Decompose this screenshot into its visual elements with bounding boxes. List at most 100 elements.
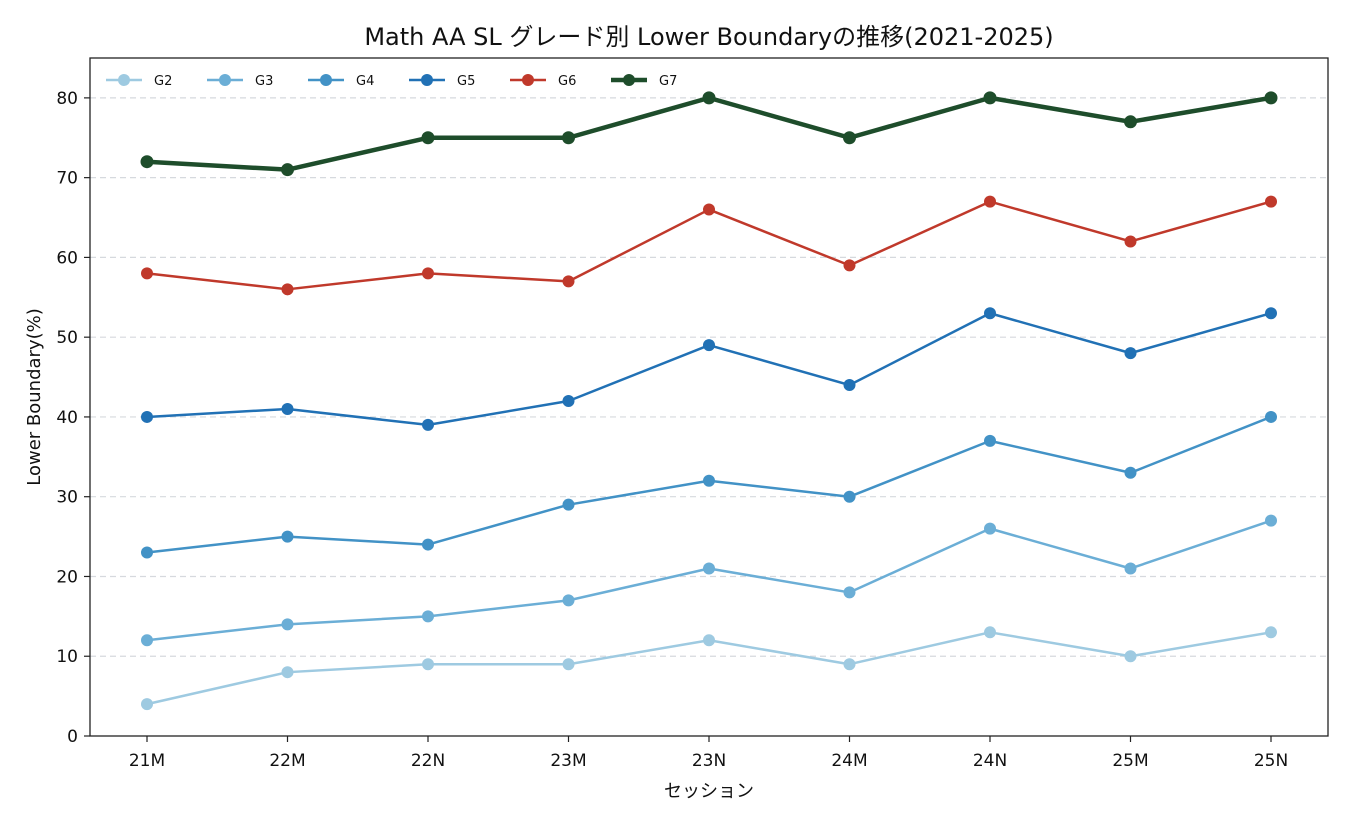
legend-item-g6: G6: [510, 74, 576, 89]
data-point: [141, 546, 153, 559]
gridlines: [90, 97, 1328, 657]
legend-label: G7: [659, 74, 677, 89]
series-line: [146, 95, 1272, 172]
x-tick-label: 25M: [1112, 751, 1148, 771]
y-tick-label: 10: [56, 647, 78, 667]
series-g3: [141, 514, 1277, 647]
data-point: [141, 634, 153, 647]
data-point: [984, 195, 996, 208]
data-point: [843, 379, 856, 392]
data-point: [422, 610, 434, 623]
data-point: [1265, 307, 1277, 320]
legend-label: G6: [558, 74, 576, 89]
data-point: [843, 586, 856, 599]
x-tick-label: 24N: [973, 751, 1007, 771]
y-tick-label: 40: [56, 408, 78, 428]
legend-item-g4: G4: [308, 74, 374, 89]
series-g7: [140, 91, 1278, 177]
y-tick-label: 80: [56, 89, 78, 109]
y-tick-label: 0: [67, 727, 78, 747]
legend-swatch-marker: [320, 74, 332, 86]
x-tick-label: 24M: [831, 751, 867, 771]
data-point: [562, 498, 575, 511]
legend-swatch-marker: [421, 74, 433, 86]
data-point: [843, 490, 856, 503]
y-axis-label: Lower Boundary(%): [24, 308, 45, 485]
series-g2: [141, 626, 1277, 711]
data-point: [562, 131, 575, 145]
x-tick-label: 22M: [269, 751, 305, 771]
data-point: [843, 131, 856, 145]
data-point: [1124, 466, 1137, 479]
data-point: [562, 394, 575, 407]
data-point: [141, 410, 153, 423]
data-point: [1124, 650, 1137, 663]
x-axis-label: セッション: [664, 781, 754, 802]
data-point: [141, 267, 153, 280]
legend: G2 G3 G4 G5 G6 G7: [106, 74, 677, 89]
legend-label: G5: [457, 74, 475, 89]
y-tick-label: 30: [56, 488, 78, 508]
data-point: [1124, 347, 1137, 360]
data-point: [843, 259, 856, 272]
data-point: [703, 634, 715, 647]
series-group: [140, 91, 1278, 711]
series-g6: [141, 195, 1277, 296]
legend-swatch-marker: [118, 74, 130, 86]
data-point: [843, 658, 856, 671]
legend-label: G3: [255, 74, 273, 89]
data-point: [983, 91, 997, 105]
data-point: [703, 474, 715, 487]
y-axis-ticks: 0 10 20 30 40 50 60 70 80: [56, 89, 90, 747]
data-point: [422, 658, 434, 671]
data-point: [984, 434, 996, 447]
x-axis-ticks: 21M 22M 22N 23M 23N 24M 24N 25M 25N: [129, 736, 1288, 771]
data-point: [702, 91, 716, 105]
x-tick-label: 23N: [692, 751, 726, 771]
y-tick-label: 70: [56, 169, 78, 189]
data-point: [422, 267, 434, 280]
data-point: [703, 562, 715, 575]
y-tick-label: 20: [56, 567, 78, 587]
data-point: [141, 698, 153, 711]
data-point: [1265, 514, 1277, 527]
data-point: [984, 307, 996, 320]
x-tick-label: 23M: [550, 751, 586, 771]
legend-label: G2: [154, 74, 172, 89]
data-point: [562, 594, 575, 607]
data-point: [703, 203, 715, 216]
data-point: [281, 666, 294, 679]
legend-swatch-marker: [623, 74, 635, 86]
legend-swatch-marker: [219, 74, 231, 86]
y-tick-label: 60: [56, 248, 78, 268]
data-point: [140, 155, 154, 169]
data-point: [281, 163, 294, 177]
data-point: [281, 618, 294, 631]
y-tick-label: 50: [56, 328, 78, 348]
data-point: [1265, 410, 1277, 423]
data-point: [1265, 626, 1277, 639]
data-point: [421, 131, 435, 145]
x-tick-label: 22N: [411, 751, 445, 771]
data-point: [1124, 235, 1137, 248]
data-point: [984, 626, 996, 639]
data-point: [1124, 115, 1137, 129]
legend-label: G4: [356, 74, 374, 89]
legend-item-g7: G7: [611, 74, 677, 89]
series-g5: [141, 307, 1277, 431]
legend-item-g3: G3: [207, 74, 273, 89]
data-point: [422, 418, 434, 431]
legend-item-g5: G5: [409, 74, 475, 89]
series-line: [146, 311, 1272, 427]
data-point: [281, 402, 294, 415]
x-tick-label: 25N: [1254, 751, 1288, 771]
x-tick-label: 21M: [129, 751, 165, 771]
data-point: [562, 658, 575, 671]
data-point: [562, 275, 575, 288]
chart-title: Math AA SL グレード別 Lower Boundaryの推移(2021-…: [364, 23, 1053, 51]
legend-item-g2: G2: [106, 74, 172, 89]
data-point: [281, 530, 294, 543]
data-point: [984, 522, 996, 535]
data-point: [281, 283, 294, 296]
